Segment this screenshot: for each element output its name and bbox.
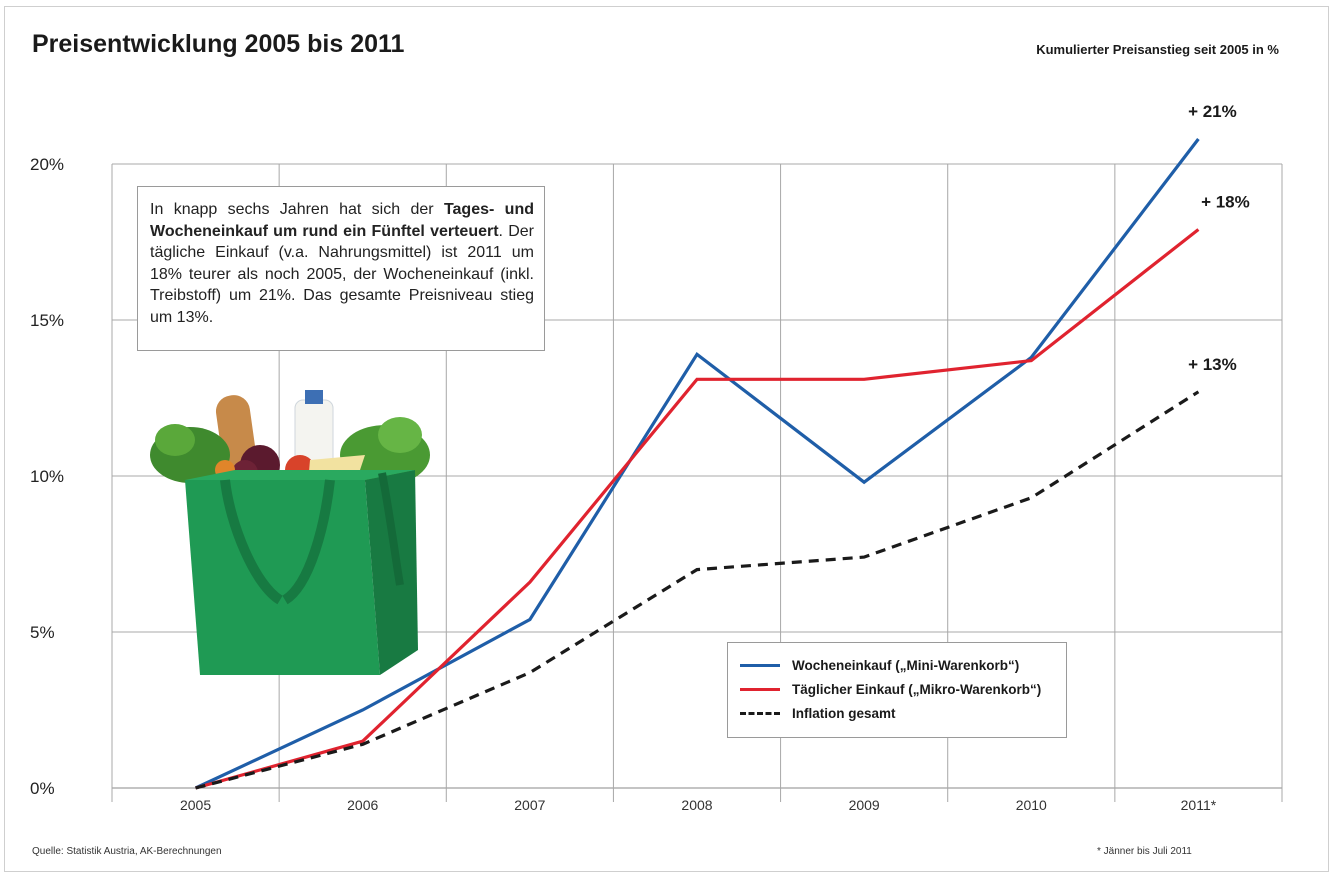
chart-title: Preisentwicklung 2005 bis 2011 — [32, 30, 405, 58]
legend-item-inflation: Inflation gesamt — [740, 701, 1054, 725]
x-tick-label: 2008 — [681, 797, 712, 813]
shopping-bag-image — [150, 390, 430, 675]
legend-label: Wocheneinkauf („Mini-Warenkorb“) — [792, 657, 1020, 673]
x-tick-label: 2007 — [514, 797, 545, 813]
x-tick-label: 2005 — [180, 797, 211, 813]
info-text-highlight: Tages- und Wocheneinkauf um rund ein Fün… — [150, 201, 534, 240]
y-tick-label: 10% — [30, 467, 64, 486]
info-text-intro: In knapp sechs Jahren hat sich der — [150, 201, 444, 218]
x-tick-label: 2009 — [849, 797, 880, 813]
series-lines — [194, 138, 1200, 790]
source-note: Quelle: Statistik Austria, AK-Berechnung… — [32, 846, 222, 857]
legend-swatch-wocheneinkauf — [740, 663, 780, 667]
legend-swatch-taeglicher-einkauf — [740, 687, 780, 691]
x-tick-label: 2011* — [1181, 797, 1217, 813]
y-axis-ticks: 0% 5% 10% 15% 20% — [30, 155, 64, 798]
legend-swatch-inflation — [740, 711, 780, 715]
footnote: * Jänner bis Juli 2011 — [1097, 846, 1192, 857]
end-labels: + 21% + 18% + 13% — [1188, 102, 1250, 374]
info-text-body: . Der tägliche Einkauf (v.a. Nahrungsmit… — [150, 222, 534, 326]
end-value-label: + 13% — [1188, 355, 1237, 374]
x-axis-ticks: 2005 2006 2007 2008 2009 2010 2011* — [180, 797, 1217, 813]
legend-label: Täglicher Einkauf („Mikro-Warenkorb“) — [792, 681, 1042, 697]
y-tick-label: 5% — [30, 623, 55, 642]
chart-subtitle: Kumulierter Preisanstieg seit 2005 in % — [1036, 42, 1279, 57]
legend: Wocheneinkauf („Mini-Warenkorb“) Täglich… — [727, 642, 1067, 738]
end-value-label: + 21% — [1188, 102, 1237, 121]
legend-item-taeglicher-einkauf: Täglicher Einkauf („Mikro-Warenkorb“) — [740, 677, 1054, 701]
end-value-label: + 18% — [1201, 193, 1250, 212]
y-tick-label: 20% — [30, 155, 64, 174]
x-tick-label: 2006 — [347, 797, 378, 813]
x-tick-label: 2010 — [1016, 797, 1047, 813]
y-tick-label: 15% — [30, 311, 64, 330]
y-tick-label: 0% — [30, 779, 55, 798]
legend-item-wocheneinkauf: Wocheneinkauf („Mini-Warenkorb“) — [740, 653, 1054, 677]
legend-label: Inflation gesamt — [792, 705, 896, 721]
info-textbox: In knapp sechs Jahren hat sich der Tages… — [137, 186, 545, 351]
